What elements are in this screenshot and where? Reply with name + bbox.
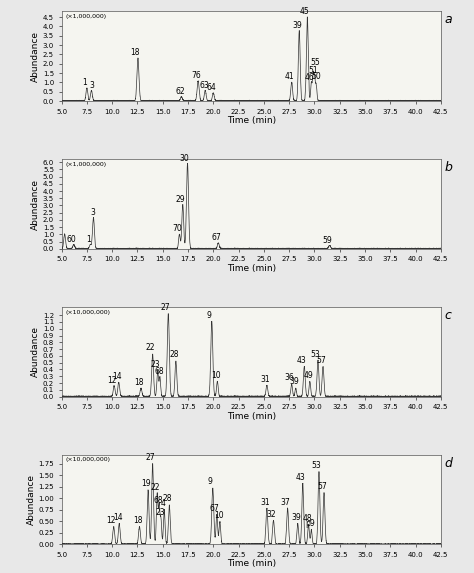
Text: 45: 45: [300, 7, 309, 16]
Text: 27: 27: [146, 453, 155, 462]
Text: 68: 68: [155, 367, 164, 375]
Text: 67: 67: [210, 504, 219, 513]
Text: 49: 49: [303, 371, 313, 379]
Text: 19: 19: [141, 480, 150, 488]
Text: 18: 18: [133, 516, 142, 525]
Text: 59: 59: [323, 236, 332, 245]
X-axis label: Time (min): Time (min): [227, 559, 276, 568]
Text: 39: 39: [290, 378, 300, 386]
Text: 27: 27: [161, 303, 171, 312]
Text: 43: 43: [297, 356, 307, 364]
Text: 22: 22: [151, 483, 160, 492]
Text: 23: 23: [151, 360, 161, 369]
Text: 62: 62: [175, 87, 185, 96]
Text: 10: 10: [214, 512, 224, 520]
Text: 3: 3: [90, 208, 95, 217]
Text: 1: 1: [82, 78, 87, 87]
Text: 53: 53: [311, 461, 321, 470]
Text: 31: 31: [260, 375, 270, 384]
Text: 30: 30: [180, 154, 189, 163]
Text: 23: 23: [155, 508, 165, 517]
Text: 28: 28: [163, 494, 172, 504]
Text: a: a: [445, 13, 452, 26]
Text: 57: 57: [317, 482, 327, 491]
X-axis label: Time (min): Time (min): [227, 411, 276, 421]
Text: 9: 9: [207, 311, 212, 320]
Y-axis label: Abundance: Abundance: [31, 179, 40, 230]
Text: 55: 55: [310, 58, 320, 68]
Text: 39: 39: [292, 513, 301, 522]
Text: 60: 60: [67, 235, 77, 244]
Text: 10: 10: [211, 371, 220, 379]
Text: 51: 51: [309, 65, 318, 74]
X-axis label: Time (min): Time (min): [227, 264, 276, 273]
Text: 29: 29: [175, 195, 185, 204]
Text: 57: 57: [316, 356, 326, 364]
Text: 67: 67: [211, 233, 221, 242]
Text: 4: 4: [161, 499, 166, 508]
Y-axis label: Abundance: Abundance: [27, 474, 36, 525]
Text: c: c: [445, 309, 452, 322]
Text: 68: 68: [154, 496, 164, 505]
Text: 1: 1: [86, 235, 91, 244]
Text: 36: 36: [285, 374, 294, 382]
Text: 46: 46: [305, 73, 315, 82]
Text: 32: 32: [267, 509, 276, 519]
Text: 63: 63: [200, 81, 209, 89]
Text: (×10,000,000): (×10,000,000): [65, 309, 110, 315]
Text: 18: 18: [134, 378, 143, 387]
Text: 48: 48: [302, 514, 312, 523]
Text: 9: 9: [208, 477, 213, 486]
Text: 3: 3: [90, 81, 94, 89]
Y-axis label: Abundance: Abundance: [31, 326, 40, 377]
Text: (×1,000,000): (×1,000,000): [65, 162, 107, 167]
Text: 50: 50: [311, 72, 321, 81]
Text: 12: 12: [107, 516, 116, 525]
Text: 14: 14: [112, 372, 122, 381]
Text: 76: 76: [191, 71, 201, 80]
Text: 28: 28: [169, 350, 179, 359]
Text: 12: 12: [108, 376, 117, 385]
Text: 14: 14: [113, 513, 123, 522]
Text: 41: 41: [285, 72, 294, 81]
Text: 53: 53: [310, 350, 320, 359]
Text: (×10,000,000): (×10,000,000): [65, 457, 110, 462]
Text: 31: 31: [260, 498, 270, 507]
Text: 64: 64: [207, 83, 217, 92]
Text: d: d: [445, 457, 453, 470]
Text: 18: 18: [131, 48, 140, 57]
Text: 22: 22: [146, 343, 155, 352]
Text: 70: 70: [173, 225, 182, 233]
Text: 39: 39: [292, 21, 302, 30]
Text: 37: 37: [281, 498, 291, 507]
Text: (×1,000,000): (×1,000,000): [65, 14, 107, 19]
Text: b: b: [445, 161, 453, 174]
Y-axis label: Abundance: Abundance: [31, 31, 40, 82]
X-axis label: Time (min): Time (min): [227, 116, 276, 125]
Text: 43: 43: [295, 473, 305, 482]
Text: p9: p9: [306, 519, 315, 528]
